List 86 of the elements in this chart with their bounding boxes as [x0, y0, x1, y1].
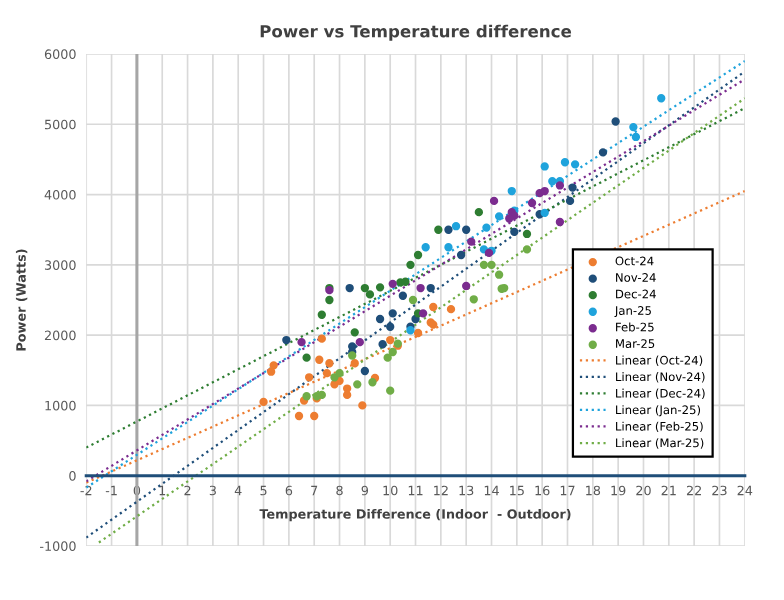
point [355, 338, 364, 347]
point [568, 183, 577, 192]
point [282, 335, 291, 345]
point [413, 250, 423, 260]
point [350, 359, 359, 368]
point [345, 283, 354, 293]
point [375, 283, 385, 292]
point [510, 227, 519, 236]
point [401, 277, 410, 286]
point [444, 243, 453, 252]
point [353, 380, 362, 389]
point [358, 401, 367, 410]
point [297, 338, 306, 347]
point [426, 283, 435, 293]
point [487, 260, 496, 270]
point [494, 270, 504, 279]
point [388, 347, 397, 357]
point [259, 397, 268, 407]
point [302, 353, 311, 362]
point [456, 250, 466, 260]
point [555, 217, 565, 227]
point [629, 122, 638, 132]
point [489, 196, 499, 206]
point [446, 304, 456, 314]
point [342, 390, 352, 400]
point [368, 378, 377, 387]
point [418, 309, 428, 318]
point [522, 245, 532, 254]
point [482, 223, 491, 232]
point [317, 310, 326, 319]
point [565, 196, 575, 206]
point [378, 340, 387, 349]
point [540, 162, 549, 171]
point [386, 322, 395, 331]
point [360, 283, 370, 293]
point [469, 295, 478, 304]
point [540, 208, 549, 218]
point [386, 335, 395, 345]
point [507, 186, 516, 196]
point [451, 222, 461, 231]
point [434, 225, 443, 234]
point [325, 359, 334, 368]
chart-title: Power vs Temperature difference [260, 24, 572, 41]
point [462, 225, 471, 234]
point [467, 237, 476, 246]
point [474, 207, 484, 217]
point [317, 390, 326, 400]
point [386, 386, 395, 395]
point [266, 367, 276, 376]
point [383, 353, 392, 362]
point [429, 302, 438, 312]
point [388, 279, 397, 288]
point [462, 281, 471, 291]
point [570, 160, 580, 169]
point [365, 290, 375, 299]
point [527, 198, 537, 208]
point [560, 158, 570, 167]
point [408, 295, 418, 305]
point [325, 295, 334, 305]
point [522, 229, 532, 239]
point [322, 368, 332, 378]
point [548, 177, 557, 186]
point [335, 368, 344, 378]
point [317, 334, 326, 343]
point [540, 186, 549, 196]
point [611, 117, 620, 126]
point [304, 373, 314, 382]
point [413, 328, 423, 338]
point [494, 212, 504, 221]
point [350, 328, 359, 337]
point [444, 225, 453, 234]
point [310, 411, 319, 421]
point [416, 283, 425, 293]
point [505, 214, 514, 223]
point [398, 291, 408, 300]
point [657, 94, 666, 103]
point [315, 355, 324, 364]
point [421, 243, 430, 252]
point [375, 314, 385, 324]
point [406, 260, 415, 270]
point [479, 260, 489, 270]
point [388, 309, 397, 318]
point [598, 148, 608, 157]
point [360, 366, 370, 376]
point [631, 132, 641, 142]
point [294, 411, 304, 421]
